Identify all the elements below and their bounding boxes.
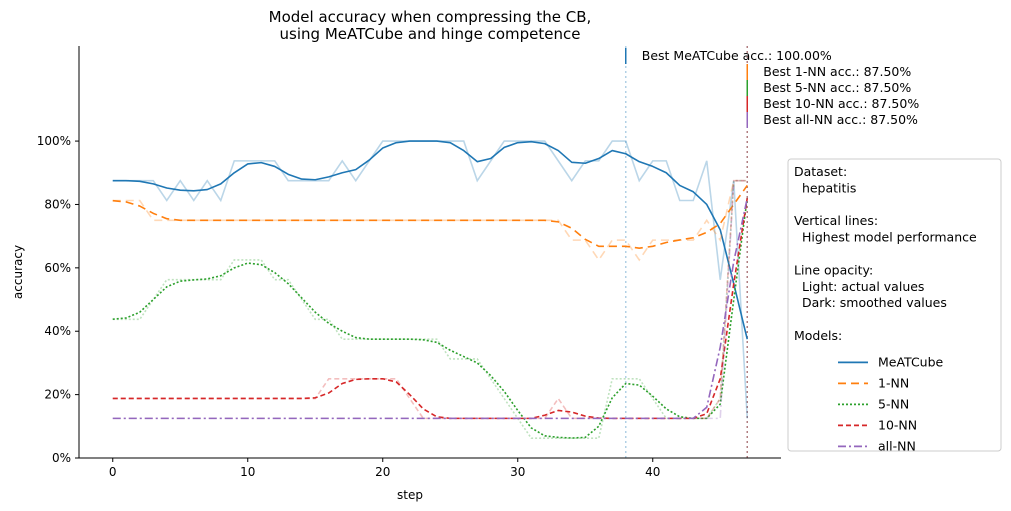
annotation-label-all-nn: Best all-NN acc.: 87.50% — [763, 112, 918, 127]
best-performance-lines — [625, 46, 748, 458]
series-10-nn-smoothed-line — [112, 197, 749, 420]
chart-title-line-2: using MeATCube and hinge competence — [280, 25, 581, 43]
y-tick-label: 20% — [44, 388, 71, 402]
x-tick-label: 10 — [240, 465, 255, 479]
series-lines — [112, 140, 749, 439]
legend-text-line: Line opacity: — [794, 262, 873, 277]
y-axis-label: accuracy — [11, 245, 25, 299]
series-all-nn-actual-line — [112, 179, 748, 420]
y-tick-label: 60% — [44, 261, 71, 275]
annotation-label-5-nn: Best 5-NN acc.: 87.50% — [763, 80, 911, 95]
x-tick-label: 0 — [109, 465, 117, 479]
series-meatcube-smoothed-line — [112, 140, 749, 340]
series-5-nn-actual-line — [112, 179, 748, 439]
best-performance-annotations: Best MeATCube acc.: 100.00%Best 1-NN acc… — [625, 48, 919, 128]
chart-title: Model accuracy when compressing the CB,u… — [269, 8, 592, 43]
y-tick-label: 0% — [52, 451, 71, 465]
series-all-nn-smoothed-line — [112, 197, 749, 420]
series-10-nn-actual-line — [112, 179, 748, 420]
chart-title-line-1: Model accuracy when compressing the CB, — [269, 8, 592, 26]
axes: 0 10 20 30 40 0% 20% 40% 60% 80% 100% step accuracy — [11, 46, 781, 502]
legend-text-line: Dark: smoothed values — [794, 295, 947, 310]
legend-text-line: Vertical lines: — [794, 213, 878, 228]
legend-entry-meatcube: MeATCube — [878, 354, 944, 369]
x-tick-label: 20 — [375, 465, 390, 479]
legend-entry-5-nn: 5-NN — [878, 396, 909, 411]
legend-text-line: Dataset: — [794, 164, 847, 179]
legend-entry-10-nn: 10-NN — [878, 417, 917, 432]
y-tick-label: 80% — [44, 197, 71, 211]
legend-text-line: hepatitis — [794, 180, 856, 195]
legend-text-line: Light: actual values — [794, 279, 924, 294]
legend-text-line: Models: — [794, 328, 842, 343]
legend-entry-1-nn: 1-NN — [878, 375, 909, 390]
series-1-nn-smoothed-line — [112, 184, 748, 249]
y-tick-label: 100% — [37, 134, 71, 148]
legend-box — [787, 158, 1002, 452]
legend: Dataset: hepatitis Vertical lines: Highes… — [787, 158, 1002, 453]
annotation-label-1-nn: Best 1-NN acc.: 87.50% — [763, 64, 911, 79]
y-tick-label: 40% — [44, 324, 71, 338]
x-tick-label: 30 — [510, 465, 525, 479]
annotation-label-10-nn: Best 10-NN acc.: 87.50% — [763, 96, 919, 111]
x-tick-label: 40 — [645, 465, 660, 479]
annotation-label-meatcube: Best MeATCube acc.: 100.00% — [642, 48, 832, 63]
legend-entry-all-nn: all-NN — [878, 438, 916, 453]
series-1-nn-actual-line — [112, 179, 748, 262]
x-axis-label: step — [397, 488, 423, 502]
legend-text-line: Highest model performance — [794, 230, 977, 245]
series-5-nn-smoothed-line — [112, 198, 749, 439]
